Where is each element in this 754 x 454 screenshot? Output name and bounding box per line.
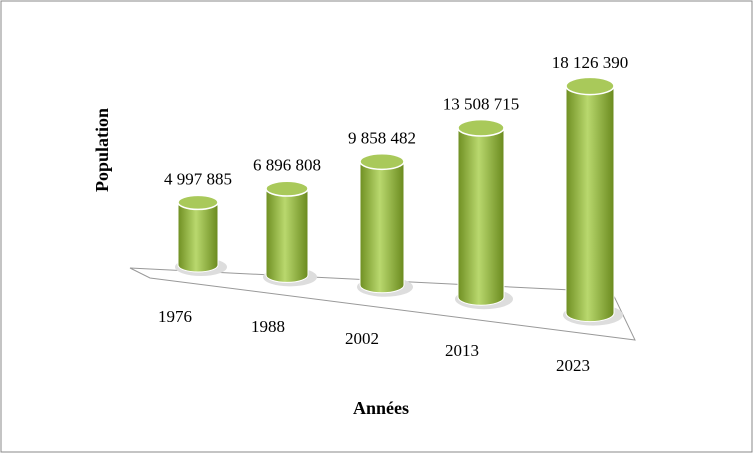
x-tick-label: 2023 [556,356,590,375]
bar [265,188,309,283]
bar [359,161,405,294]
bar [457,127,505,306]
bar-top [565,76,615,96]
bar-top [457,118,505,137]
x-tick-label: 1976 [158,307,192,326]
bar-top [265,180,309,197]
data-label: 4 997 885 [164,169,232,188]
x-tick-label: 2013 [445,341,479,360]
bar [177,201,219,273]
data-label: 6 896 808 [253,156,321,175]
bar [565,85,615,323]
x-tick-label: 1988 [251,317,285,336]
bar-top [359,152,405,171]
data-label: 9 858 482 [348,128,416,147]
x-tick-label: 2002 [345,329,379,348]
data-label: 13 508 715 [443,95,520,114]
floor [129,267,636,341]
x-axis-title: Années [353,398,409,418]
bar-top [177,194,219,211]
y-axis-title: Population [92,108,112,192]
data-label: 18 126 390 [552,53,629,72]
